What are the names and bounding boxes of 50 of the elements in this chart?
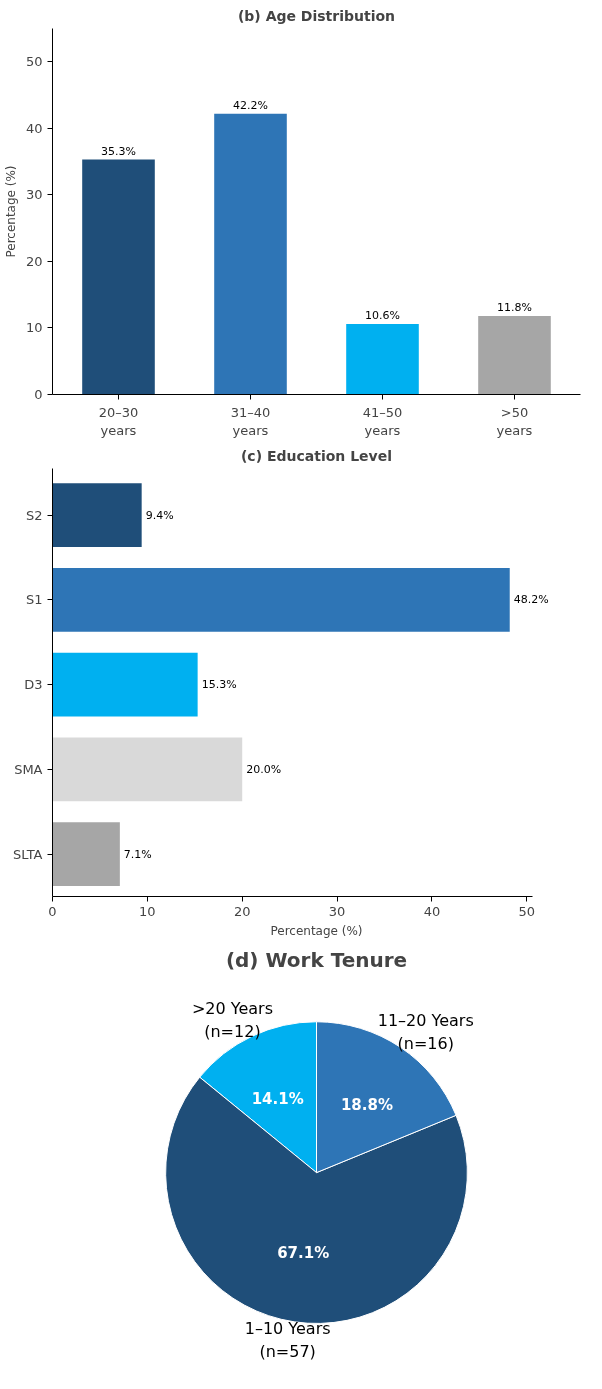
data-label: 42.2%	[233, 98, 268, 112]
y-tick-label: D3	[24, 677, 43, 693]
data-label: 35.3%	[101, 144, 136, 158]
x-tick-label: >50 years	[496, 404, 533, 438]
slice-label: 11–20 Years (n=16)	[377, 1011, 474, 1054]
bar	[346, 323, 419, 395]
y-tick-label: S1	[25, 592, 43, 608]
slice-label: 1–10 Years (n=57)	[244, 1318, 331, 1361]
y-axis-title: Percentage (%)	[3, 165, 18, 258]
x-tick-label: 50	[518, 903, 536, 919]
y-tick-label: SMA	[14, 761, 43, 777]
bar	[478, 315, 551, 395]
chart-title: (b) Age Distribution	[237, 7, 396, 24]
data-label: 7.1%	[123, 847, 152, 861]
y-tick-label: 50	[25, 54, 43, 70]
y-tick-label: 0	[34, 387, 43, 402]
y-tick-label: 10	[25, 320, 43, 336]
bar	[82, 159, 155, 395]
x-tick-label: 10	[139, 903, 156, 919]
bar	[52, 483, 142, 547]
x-tick-label: 40	[423, 903, 441, 919]
x-tick-label: 20–30 years	[98, 404, 139, 438]
chart-title: (c) Education Level	[240, 447, 393, 464]
x-tick-label: 20	[233, 903, 251, 919]
slice-label: >20 Years (n=12)	[191, 998, 273, 1041]
data-label: 18.8%	[340, 1096, 393, 1115]
x-tick-label: 30	[328, 903, 346, 919]
data-label: 10.6%	[365, 308, 400, 322]
x-axis-title: Percentage (%)	[270, 923, 363, 938]
y-tick-label: S2	[25, 507, 43, 523]
x-tick-label: 41–50 years	[362, 404, 403, 438]
bar	[52, 822, 120, 886]
bar	[52, 652, 198, 717]
chart-title: (d) Work Tenure	[225, 947, 408, 972]
x-tick-label: 0	[48, 903, 57, 919]
y-tick-label: SLTA	[12, 846, 43, 862]
bar	[52, 568, 510, 632]
data-label: 67.1%	[277, 1243, 330, 1262]
y-tick-label: 20	[25, 253, 43, 269]
bar	[214, 113, 287, 395]
data-label: 14.1%	[251, 1090, 304, 1109]
data-label: 11.8%	[497, 300, 532, 314]
y-tick-label: 30	[25, 187, 43, 203]
data-label: 20.0%	[246, 762, 282, 776]
data-label: 48.2%	[513, 593, 549, 607]
bar	[52, 737, 243, 802]
y-tick-label: 40	[25, 120, 43, 136]
data-label: 9.4%	[145, 508, 174, 522]
data-label: 15.3%	[201, 678, 237, 692]
x-tick-label: 31–40 years	[230, 404, 271, 438]
